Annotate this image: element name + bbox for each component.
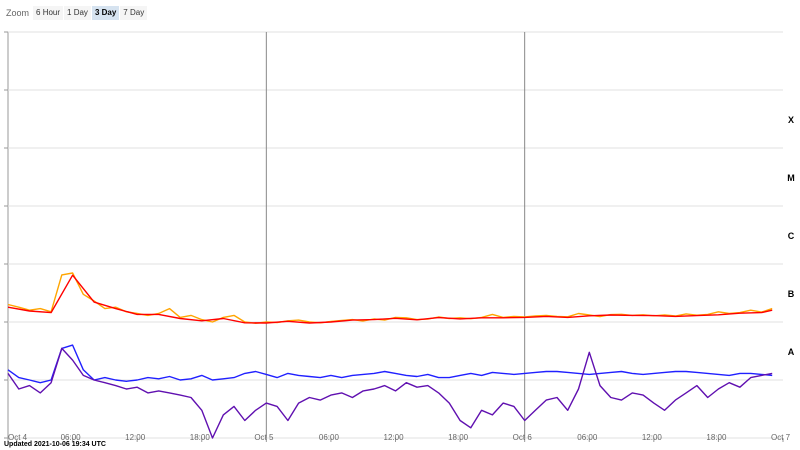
x-tick-label: 18:00 [706, 433, 727, 442]
x-tick-label: 12:00 [384, 433, 405, 442]
flare-class-b-label: B [788, 289, 795, 299]
zoom-bar: Zoom 6 Hour 1 Day 3 Day 7 Day [6, 5, 148, 21]
x-tick-label: 06:00 [61, 433, 82, 442]
flare-class-x-label: X [788, 115, 794, 125]
x-tick-label: Oct 6 [513, 433, 533, 442]
series-line-2 [7, 344, 773, 384]
flare-class-a-label: A [788, 347, 795, 357]
x-tick-label: 12:00 [125, 433, 146, 442]
zoom-label: Zoom [6, 8, 30, 18]
flare-class-m-label: M [787, 173, 795, 183]
x-tick-label: Oct 5 [254, 433, 274, 442]
series-line-3 [7, 347, 773, 439]
grid [4, 31, 783, 439]
updated-timestamp: Updated 2021-10-06 19:34 UTC [4, 441, 106, 448]
zoom-6-hour-button[interactable]: 6 Hour [33, 6, 64, 20]
flare-class-c-label: C [788, 231, 795, 241]
flare-class-labels: A B C M X [787, 115, 795, 357]
zoom-7-day-button[interactable]: 7 Day [120, 6, 148, 20]
x-tick-label: Oct 4 [8, 433, 28, 442]
zoom-3-day-button[interactable]: 3 Day [91, 6, 120, 20]
x-tick-label: 18:00 [190, 433, 211, 442]
series-line-1 [7, 274, 773, 324]
x-axis-ticks: Oct 4 06:00 12:00 18:00 Oct 5 06:00 12:00 18:00… [7, 433, 791, 442]
x-tick-label: Oct 7 [771, 433, 791, 442]
x-tick-label: 06:00 [577, 433, 598, 442]
x-tick-label: 06:00 [319, 433, 340, 442]
x-tick-label: 12:00 [642, 433, 663, 442]
series-lines [7, 272, 773, 439]
zoom-1-day-button[interactable]: 1 Day [64, 6, 91, 20]
x-tick-label: 18:00 [448, 433, 469, 442]
